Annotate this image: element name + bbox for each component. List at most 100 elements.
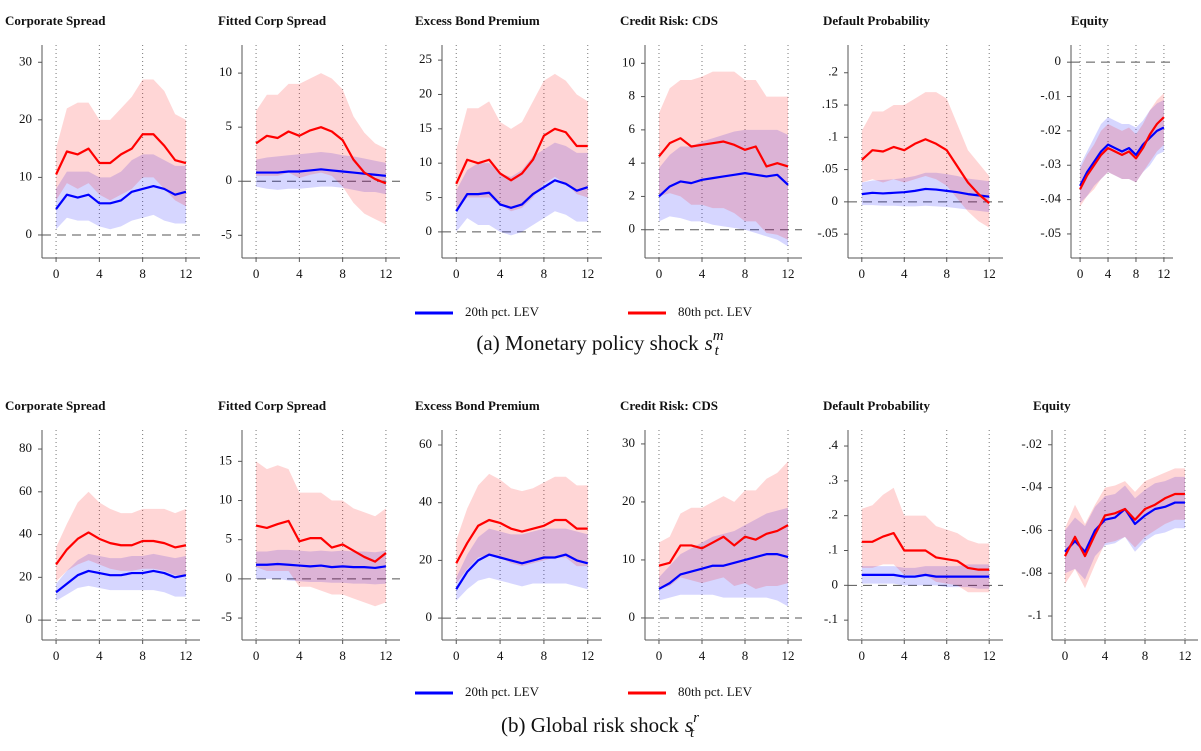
y-tick-label: 15	[219, 452, 232, 467]
confidence-band	[1065, 476, 1185, 580]
confidence-band	[56, 79, 186, 207]
x-tick-label: 4	[96, 266, 103, 281]
x-tick-label: 0	[253, 648, 260, 663]
y-tick-label: 8	[629, 88, 636, 103]
y-tick-label: 10	[419, 154, 432, 169]
y-tick-label: -.05	[1040, 225, 1061, 240]
y-tick-label: 0	[226, 172, 233, 187]
y-tick-label: 0	[26, 226, 33, 241]
x-tick-label: 4	[901, 266, 908, 281]
y-tick-label: -.06	[1021, 521, 1042, 536]
y-tick-label: -5	[221, 609, 232, 624]
x-tick-label: 4	[901, 648, 908, 663]
panel-title: Fitted Corp Spread	[218, 398, 327, 413]
x-tick-label: 12	[179, 266, 192, 281]
y-tick-label: .4	[828, 437, 838, 452]
y-tick-label: 20	[419, 551, 432, 566]
y-tick-label: -.03	[1040, 156, 1061, 171]
panel-title: Fitted Corp Spread	[218, 13, 327, 28]
y-tick-label: 30	[622, 435, 635, 450]
y-tick-label: -.05	[817, 225, 838, 240]
x-tick-label: 4	[296, 648, 303, 663]
caption-subscript: t	[690, 725, 695, 741]
x-tick-label: 4	[296, 266, 303, 281]
y-tick-label: 80	[19, 440, 32, 455]
x-tick-label: 4	[1102, 648, 1109, 663]
y-tick-label: 60	[419, 436, 432, 451]
y-tick-label: 20	[622, 493, 635, 508]
panel-title: Credit Risk: CDS	[620, 13, 718, 28]
series-line	[55, 133, 187, 175]
panel-title: Equity	[1033, 398, 1071, 413]
series-line	[255, 519, 387, 563]
confidence-band	[861, 172, 990, 213]
confidence-band	[658, 461, 789, 589]
y-tick-label: 20	[419, 85, 432, 100]
series-line	[861, 531, 990, 571]
y-tick-label: -.02	[1040, 122, 1061, 137]
series-line	[255, 126, 387, 185]
panel: Corporate Spread 0 4 8 12 0 10 20 30	[5, 13, 200, 281]
x-tick-label: 8	[742, 648, 749, 663]
panel-title: Corporate Spread	[5, 13, 106, 28]
series-line	[658, 524, 789, 567]
x-tick-label: 12	[179, 648, 192, 663]
x-tick-label: 12	[379, 266, 392, 281]
panel: Excess Bond Premium 0 4 8 12 0 20 40 60	[415, 398, 602, 663]
y-tick-label: -.04	[1040, 191, 1061, 206]
panel: Fitted Corp Spread 0 4 8 12 -5 0 5 10 15	[218, 398, 400, 663]
x-tick-label: 0	[453, 648, 460, 663]
x-tick-label: 0	[656, 266, 663, 281]
panel: Fitted Corp Spread 0 4 8 12 -5 0 5 10	[218, 13, 400, 281]
legend-label: 20th pct. LEV	[465, 304, 540, 319]
confidence-band	[658, 507, 789, 607]
confidence-band	[256, 73, 386, 225]
panel-title: Corporate Spread	[5, 398, 106, 413]
x-tick-label: 4	[1105, 266, 1112, 281]
series-line	[861, 138, 990, 204]
y-tick-label: -.04	[1021, 479, 1042, 494]
x-tick-label: 12	[581, 266, 594, 281]
series-line	[55, 184, 187, 210]
x-tick-label: 8	[139, 648, 146, 663]
x-tick-label: 8	[541, 648, 548, 663]
series-line	[1079, 126, 1165, 187]
caption-superscript: m	[713, 328, 724, 344]
y-tick-label: 10	[219, 492, 232, 507]
confidence-band	[456, 142, 588, 236]
series-line	[55, 531, 187, 566]
panel: Corporate Spread 0 4 8 12 0 20 40 60 80	[5, 398, 200, 663]
y-tick-label: 40	[19, 526, 32, 541]
x-tick-label: 8	[943, 266, 950, 281]
x-tick-label: 0	[53, 266, 60, 281]
x-tick-label: 8	[541, 266, 548, 281]
confidence-band	[256, 152, 386, 195]
x-tick-label: 12	[581, 648, 594, 663]
x-tick-label: 8	[1133, 266, 1140, 281]
x-tick-label: 0	[253, 266, 260, 281]
y-tick-label: 6	[629, 121, 636, 136]
confidence-band	[456, 528, 588, 601]
confidence-band	[861, 92, 990, 228]
caption: (a) Monetary policy shock sm t	[476, 328, 723, 359]
x-tick-label: 4	[497, 648, 504, 663]
x-tick-label: 0	[1062, 648, 1069, 663]
series-line	[55, 569, 187, 594]
panel-title: Default Probability	[823, 398, 931, 413]
x-tick-label: 4	[497, 266, 504, 281]
x-tick-label: 0	[53, 648, 60, 663]
y-tick-label: 4	[629, 154, 636, 169]
y-tick-label: 0	[832, 576, 839, 591]
panel-title: Equity	[1071, 13, 1109, 28]
confidence-band	[56, 491, 186, 582]
confidence-band	[56, 154, 186, 230]
confidence-band	[1080, 93, 1164, 207]
panel: Credit Risk: CDS 0 4 8 12 0 2 4 6 8 10	[620, 13, 802, 281]
y-tick-label: 30	[19, 53, 32, 68]
legend-label: 20th pct. LEV	[465, 684, 540, 699]
x-tick-label: 0	[656, 648, 663, 663]
x-tick-label: 8	[1142, 648, 1149, 663]
x-tick-label: 12	[983, 266, 996, 281]
confidence-band	[658, 71, 789, 240]
